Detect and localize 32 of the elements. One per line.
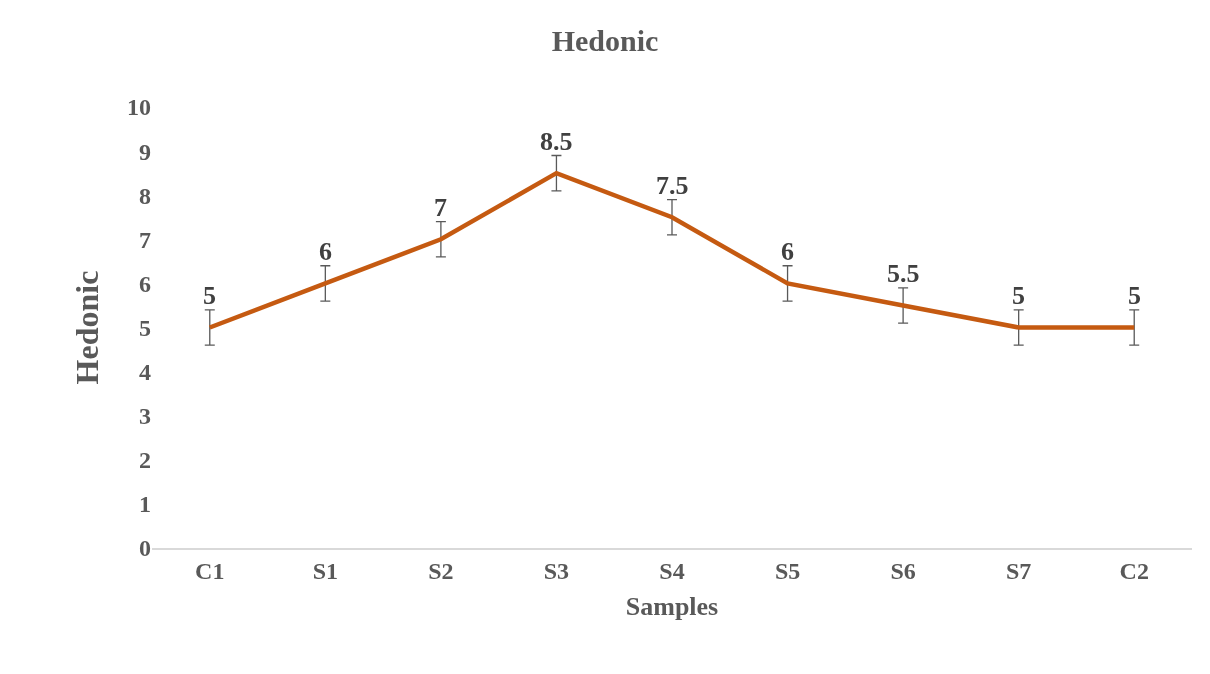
- data-label: 8.5: [540, 127, 573, 156]
- y-axis-title: Hedonic: [69, 270, 106, 385]
- x-tick-label: S5: [774, 557, 801, 584]
- x-tick-label: S6: [890, 557, 916, 584]
- y-tick-label: 9: [139, 138, 151, 165]
- y-tick-label: 5: [139, 314, 151, 341]
- y-tick-label: 7: [139, 226, 151, 253]
- y-tick-label: 10: [127, 94, 151, 121]
- chart-title: Hedonic: [551, 24, 659, 58]
- data-label: 7.5: [656, 171, 689, 200]
- data-label: 6: [781, 237, 794, 266]
- data-label: 5.5: [887, 259, 920, 288]
- x-axis-title: Samples: [625, 591, 719, 621]
- data-label: 6: [319, 237, 332, 266]
- y-tick-label: 8: [139, 182, 151, 209]
- y-tick-label: 4: [139, 359, 151, 385]
- y-tick-label: 6: [139, 270, 151, 297]
- x-tick-label: C1: [195, 557, 225, 584]
- x-tick-label: S7: [1005, 557, 1032, 584]
- x-tick-label: S3: [543, 557, 570, 584]
- x-tick-label: S4: [659, 557, 685, 584]
- y-tick-label: 0: [139, 535, 151, 562]
- x-tick-label: S1: [312, 557, 339, 584]
- x-tick-label: C2: [1119, 557, 1149, 584]
- y-tick-label: 2: [139, 447, 151, 474]
- y-tick-label: 1: [139, 491, 151, 518]
- data-label: 5: [203, 281, 216, 310]
- data-label: 5: [1012, 281, 1025, 310]
- data-label: 5: [1128, 281, 1141, 310]
- data-label: 7: [434, 193, 447, 222]
- y-tick-label: 3: [139, 403, 151, 430]
- x-tick-label: S2: [428, 557, 454, 584]
